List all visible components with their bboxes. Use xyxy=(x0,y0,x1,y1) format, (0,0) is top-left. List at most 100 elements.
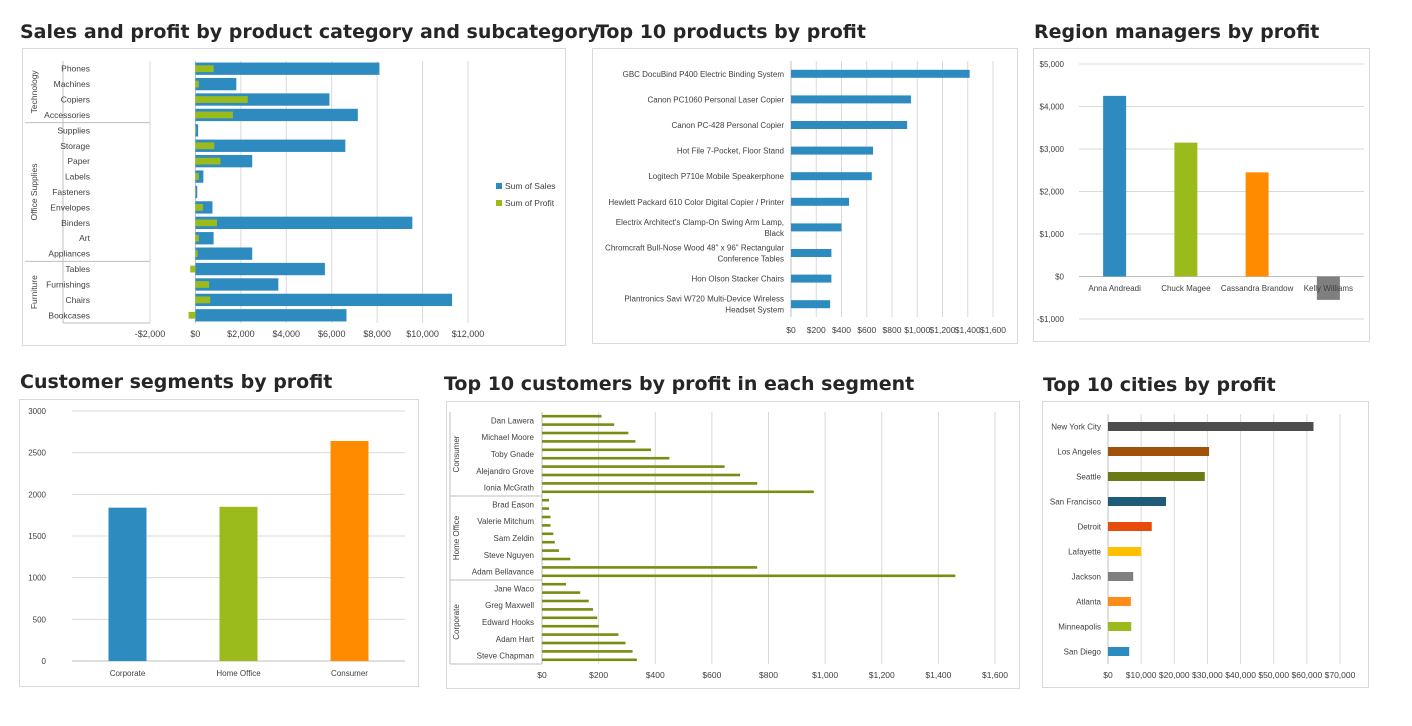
sales-bar xyxy=(195,139,346,152)
profit-bar xyxy=(791,274,832,283)
category-label: Art xyxy=(79,233,91,243)
x-tick-label: $1,000 xyxy=(904,325,930,335)
x-tick-label: $20,000 xyxy=(1159,670,1190,680)
category-label: Phones xyxy=(61,64,90,74)
sales-profit-chart: -$2,000 $0 $2,000 $4,000 $6,000 $8,000 $10,000… xyxy=(22,48,566,346)
x-tick-label: $1,400 xyxy=(955,325,981,335)
y-tick-label: $0 xyxy=(1055,273,1064,282)
y-tick-label: 500 xyxy=(33,615,47,624)
customer-label: Toby Gnade xyxy=(491,450,535,459)
x-tick-label: $8,000 xyxy=(363,329,391,339)
profit-bar xyxy=(542,465,725,468)
column-bar xyxy=(108,507,147,661)
category-label: Kelly Williams xyxy=(1304,284,1353,293)
y-tick-label: $1,000 xyxy=(1040,230,1065,239)
profit-bar xyxy=(542,591,581,594)
x-tick-label: $0 xyxy=(786,325,796,335)
profit-bar xyxy=(1108,572,1134,581)
x-tick-label: $10,000 xyxy=(1126,670,1157,680)
customer-label: Steve Nguyen xyxy=(484,551,534,560)
legend-label: Sum of Sales xyxy=(505,181,556,191)
profit-bar xyxy=(1108,547,1142,556)
profit-bar xyxy=(542,557,571,561)
x-tick-label: $0 xyxy=(1103,670,1113,680)
top-customers-svg: $0 $200 $400 $600 $800 $1,000 $1,200 $1,400 $1,6… xyxy=(449,412,1008,680)
x-tick-label: $0 xyxy=(537,670,547,680)
x-tick-label: $1,600 xyxy=(982,670,1008,680)
profit-bar xyxy=(195,204,203,211)
profit-bar xyxy=(195,219,218,227)
x-tick-label: $400 xyxy=(832,325,851,335)
profit-bar xyxy=(1108,522,1152,531)
category-label: Headset System xyxy=(725,306,784,315)
profit-bar xyxy=(195,173,199,180)
x-tick-label: $1,200 xyxy=(930,325,956,335)
x-tick-label: $12,000 xyxy=(452,329,485,339)
profit-bar xyxy=(542,515,551,519)
column-bar xyxy=(1174,142,1198,277)
customer-label: Edward Hooks xyxy=(482,618,534,627)
sales-bar xyxy=(195,77,237,91)
category-label: Copiers xyxy=(61,95,90,105)
profit-bar xyxy=(542,650,633,653)
y-tick-label: 2500 xyxy=(28,449,46,458)
sales-bar xyxy=(195,232,214,245)
profit-bar xyxy=(542,423,615,426)
category-label: Accessories xyxy=(44,110,90,120)
profit-bar xyxy=(542,473,741,477)
group-label: Consumer xyxy=(452,435,461,472)
city-label: Atlanta xyxy=(1076,598,1101,607)
category-label: Appliances xyxy=(48,249,90,259)
category-label: Bookcases xyxy=(48,310,90,320)
top-cities-svg: $0 $10,000 $20,000 $30,000 $40,000 $50,000 $60… xyxy=(1050,414,1356,680)
column-bar xyxy=(1245,172,1269,277)
profit-bar xyxy=(791,223,842,232)
x-tick-label: $40,000 xyxy=(1225,670,1256,680)
category-label: Binders xyxy=(61,218,90,228)
sales-bar xyxy=(195,124,199,137)
customer-label: Adam Bellavance xyxy=(472,568,535,577)
segments-svg: 3000 2500 2000 1500 1000 500 0 Corporate Home Of… xyxy=(28,407,405,678)
legend-label: Sum of Profit xyxy=(505,198,555,208)
y-tick-label: 2000 xyxy=(28,490,46,499)
customer-label: Greg Maxwell xyxy=(485,601,534,610)
profit-bar xyxy=(195,250,198,258)
profit-bar xyxy=(195,142,215,150)
sales-bar xyxy=(195,309,347,322)
category-label: Logitech P710e Mobile Speakerphone xyxy=(648,172,784,181)
profit-bar xyxy=(195,96,248,103)
profit-bar xyxy=(195,296,211,304)
category-label: Chairs xyxy=(65,295,90,305)
x-tick-label: $4,000 xyxy=(273,329,301,339)
y-tick-label: 0 xyxy=(42,657,47,666)
city-label: New York City xyxy=(1051,423,1101,432)
profit-bar xyxy=(1108,597,1131,606)
customer-label: Brad Eason xyxy=(492,500,534,509)
top-customers-chart-title: Top 10 customers by profit in each segme… xyxy=(444,373,915,395)
y-tick-label: $5,000 xyxy=(1040,60,1065,69)
profit-bar xyxy=(195,80,199,88)
profit-bar xyxy=(542,507,550,510)
segments-chart-title: Customer segments by profit xyxy=(20,371,333,393)
category-label: Corporate xyxy=(110,669,146,678)
profit-bar xyxy=(542,524,551,527)
column-bar xyxy=(330,441,369,661)
sales-bar xyxy=(195,170,204,183)
profit-bar xyxy=(542,490,814,494)
category-label: Consumer xyxy=(331,669,368,678)
profit-bar xyxy=(542,482,758,485)
profit-bar xyxy=(542,574,956,578)
profit-bar xyxy=(542,498,550,502)
city-label: San Francisco xyxy=(1050,498,1102,507)
x-tick-label: $1,600 xyxy=(980,325,1006,335)
category-label: Home Office xyxy=(216,669,261,678)
sales-bar xyxy=(195,293,453,307)
sales-bar xyxy=(195,62,380,75)
x-tick-label: $0 xyxy=(190,329,200,339)
city-label: Minneapolis xyxy=(1058,623,1101,632)
profit-bar xyxy=(542,658,637,662)
customer-label: Jane Waco xyxy=(494,584,534,593)
customer-label: Alejandro Grove xyxy=(476,467,534,476)
profit-bar xyxy=(1108,622,1132,631)
column-bar xyxy=(1103,95,1127,277)
